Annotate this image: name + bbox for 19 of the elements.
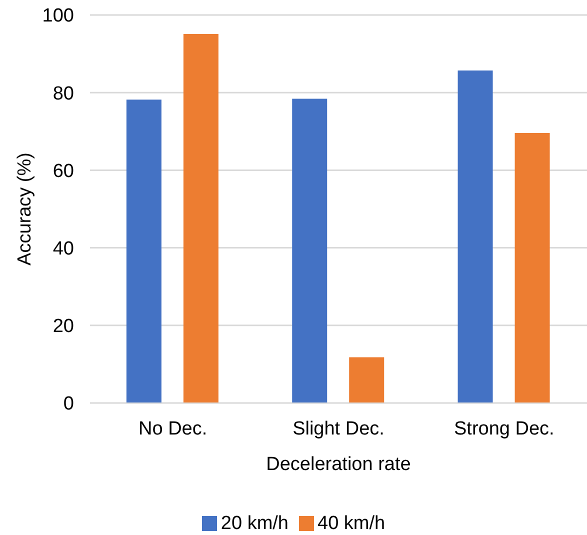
- y-tick-label: 80: [52, 83, 74, 104]
- x-tick-label: No Dec.: [138, 418, 208, 440]
- bar: [458, 70, 493, 403]
- bar: [514, 132, 550, 403]
- bar: [349, 357, 384, 403]
- y-tick-label: 40: [52, 238, 74, 260]
- y-tick-label: 0: [63, 394, 74, 415]
- y-tick-label: 20: [52, 316, 74, 338]
- legend-label: 20 km/h: [220, 513, 288, 534]
- legend-label: 40 km/h: [318, 513, 386, 534]
- bar: [126, 100, 162, 403]
- x-tick-label: Slight Dec.: [292, 418, 384, 440]
- y-axis-title: Accuracy (%): [14, 152, 36, 266]
- y-tick-label: 100: [42, 6, 74, 27]
- x-tick-label: Strong Dec.: [454, 418, 554, 440]
- bar: [292, 98, 328, 403]
- y-tick-label: 60: [52, 160, 74, 182]
- x-axis-title: Deceleration rate: [266, 454, 411, 475]
- bar: [183, 34, 218, 403]
